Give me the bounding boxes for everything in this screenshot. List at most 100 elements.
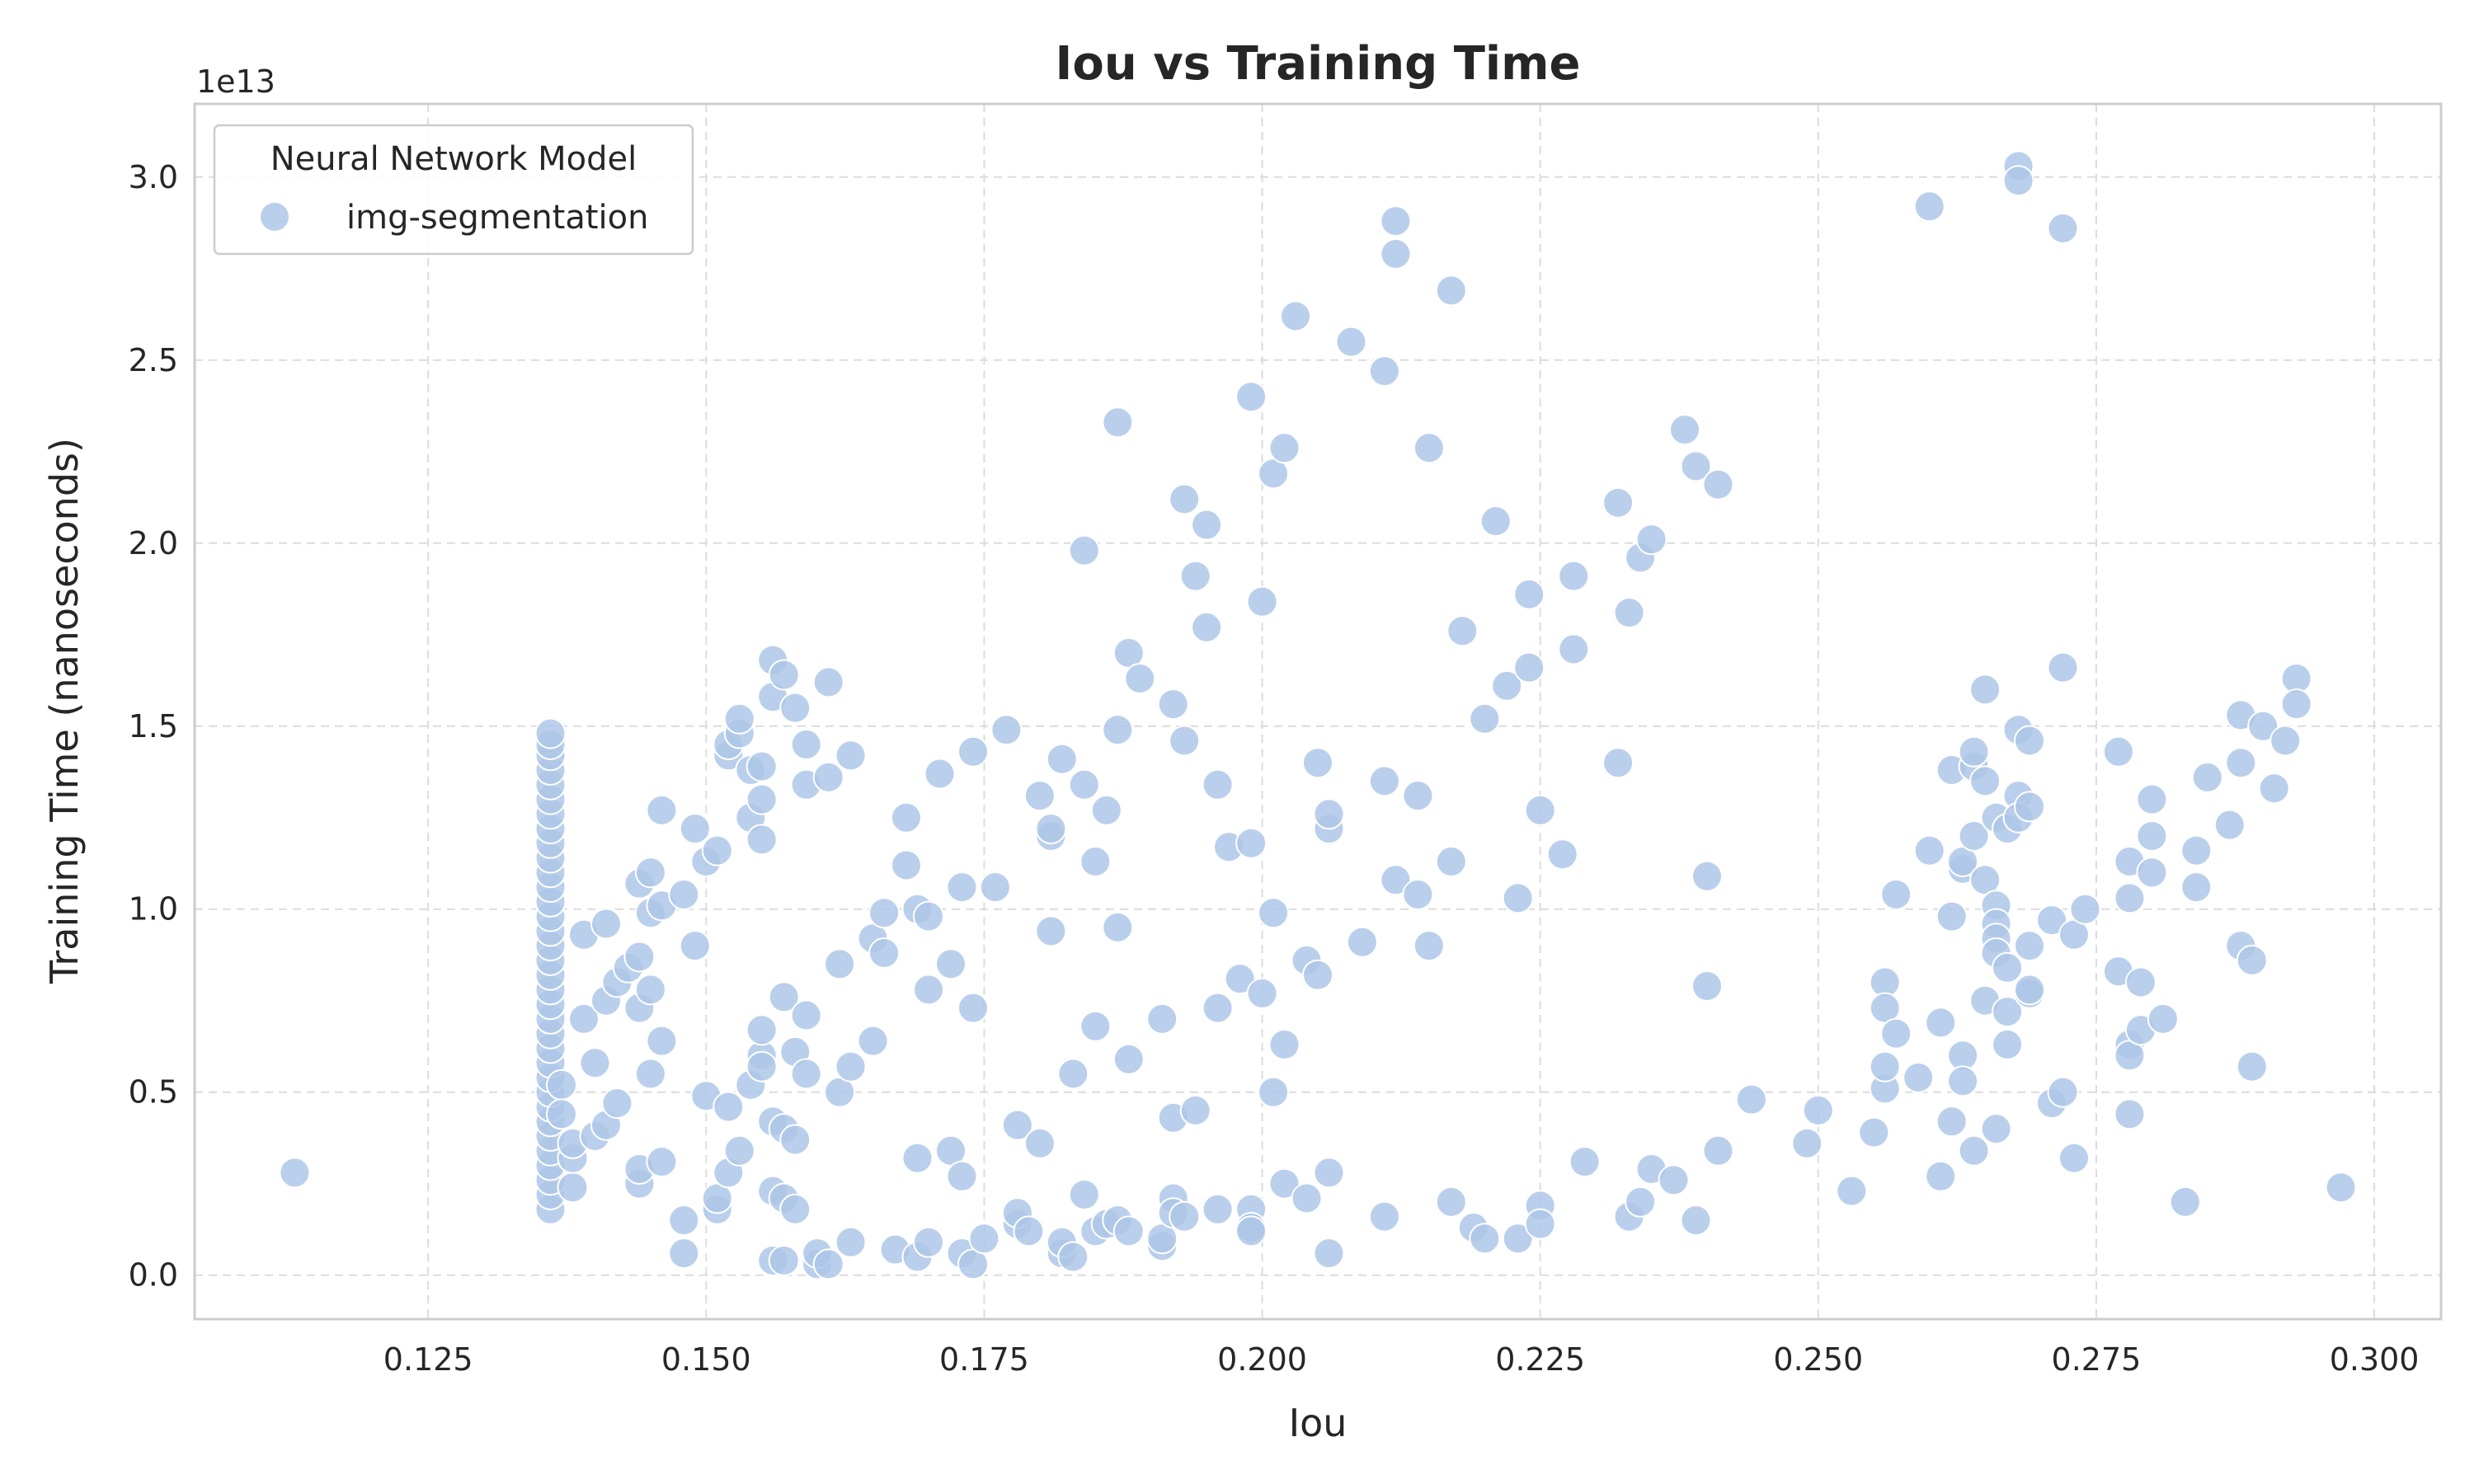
data-point xyxy=(2014,974,2045,1006)
data-point xyxy=(2047,213,2079,244)
data-point xyxy=(1513,651,1545,683)
data-point xyxy=(1313,1157,1345,1189)
y-tick-label: 0.0 xyxy=(129,1257,178,1294)
data-point xyxy=(634,974,666,1006)
data-point xyxy=(1947,1065,1979,1097)
data-point xyxy=(957,735,989,768)
data-point xyxy=(946,871,978,904)
data-point xyxy=(1513,578,1545,610)
data-point xyxy=(1669,414,1700,446)
data-point xyxy=(1958,820,1990,852)
data-point xyxy=(1435,846,1467,877)
data-point xyxy=(1935,900,1968,932)
data-point xyxy=(812,1248,844,1280)
data-point xyxy=(790,1058,822,1090)
data-point xyxy=(2102,735,2134,768)
data-point xyxy=(1179,1094,1211,1126)
data-point xyxy=(723,1134,755,1167)
data-point xyxy=(1558,633,1590,665)
data-point xyxy=(745,750,778,782)
legend-label: img-segmentation xyxy=(346,199,648,237)
data-point xyxy=(1413,930,1445,962)
data-points xyxy=(279,150,2357,1280)
data-point xyxy=(1702,1134,1734,1167)
data-point xyxy=(713,1091,745,1123)
data-point xyxy=(924,758,956,790)
data-point xyxy=(1992,951,2024,984)
data-point xyxy=(1068,534,1100,566)
data-point xyxy=(1057,1241,1089,1273)
data-point xyxy=(1402,780,1434,812)
data-point xyxy=(2191,761,2223,793)
data-point xyxy=(2069,893,2101,925)
data-point xyxy=(668,1237,700,1270)
data-point xyxy=(1112,1043,1145,1075)
data-point xyxy=(2014,930,2045,962)
data-point xyxy=(1925,1160,1957,1192)
x-axis-ticks: 0.125 0.150 0.175 0.200 0.225 0.250 0.275 0.300 xyxy=(383,1341,2420,1378)
data-point xyxy=(1546,838,1578,871)
data-point xyxy=(1380,205,1412,237)
data-point xyxy=(679,813,711,845)
data-point xyxy=(1102,406,1134,439)
data-point xyxy=(857,1025,889,1057)
data-point xyxy=(590,908,622,940)
data-point xyxy=(1246,977,1278,1009)
plot-frame xyxy=(193,102,2443,1321)
x-tick-label: 0.175 xyxy=(939,1341,1029,1378)
data-point xyxy=(1268,1029,1300,1060)
legend: Neural Network Model img-segmentation xyxy=(213,124,694,256)
data-point xyxy=(1169,725,1201,757)
data-point xyxy=(901,1142,934,1174)
data-point xyxy=(2047,1076,2079,1108)
data-point xyxy=(2213,809,2246,841)
data-point xyxy=(2147,1003,2179,1035)
data-point xyxy=(1524,1208,1556,1240)
data-point xyxy=(790,999,822,1031)
data-point xyxy=(1691,860,1723,892)
data-point xyxy=(1791,1127,1823,1159)
legend-marker xyxy=(259,201,290,232)
data-point xyxy=(646,1146,678,1178)
data-point xyxy=(2236,944,2268,976)
data-point xyxy=(913,974,944,1006)
data-point xyxy=(1224,963,1256,995)
data-point xyxy=(1658,1164,1690,1196)
data-point xyxy=(1836,1175,1868,1207)
data-point xyxy=(1435,275,1467,307)
data-point xyxy=(1469,702,1501,735)
data-point xyxy=(1202,1193,1234,1225)
data-point xyxy=(1569,1146,1601,1178)
data-point xyxy=(1313,798,1345,830)
data-point xyxy=(913,900,944,932)
data-point xyxy=(1191,611,1223,643)
data-point xyxy=(2180,871,2213,904)
data-point xyxy=(2058,1142,2090,1174)
chart-title: Iou vs Training Time xyxy=(1056,37,1581,91)
data-point xyxy=(1858,1116,1890,1148)
data-point xyxy=(768,659,800,691)
data-point xyxy=(1402,879,1434,910)
data-point xyxy=(1179,560,1211,592)
data-point xyxy=(1524,794,1556,826)
data-point xyxy=(1380,238,1412,270)
data-point xyxy=(1691,970,1723,1002)
data-point xyxy=(1602,747,1634,779)
data-point xyxy=(1146,1003,1178,1035)
data-point xyxy=(2247,710,2279,742)
data-point xyxy=(1235,827,1268,859)
data-point xyxy=(957,992,989,1024)
data-point xyxy=(1013,1215,1045,1247)
data-point xyxy=(1491,669,1523,702)
data-point xyxy=(1469,1223,1501,1255)
data-point xyxy=(835,1226,867,1258)
data-point xyxy=(1124,663,1156,694)
data-point xyxy=(1046,743,1078,775)
data-point xyxy=(835,740,867,772)
y-tick-label: 2.5 xyxy=(129,342,178,378)
data-point xyxy=(1268,432,1300,464)
data-point xyxy=(701,834,733,866)
data-point xyxy=(1090,794,1122,826)
data-point xyxy=(935,948,967,980)
data-point xyxy=(1191,509,1223,541)
